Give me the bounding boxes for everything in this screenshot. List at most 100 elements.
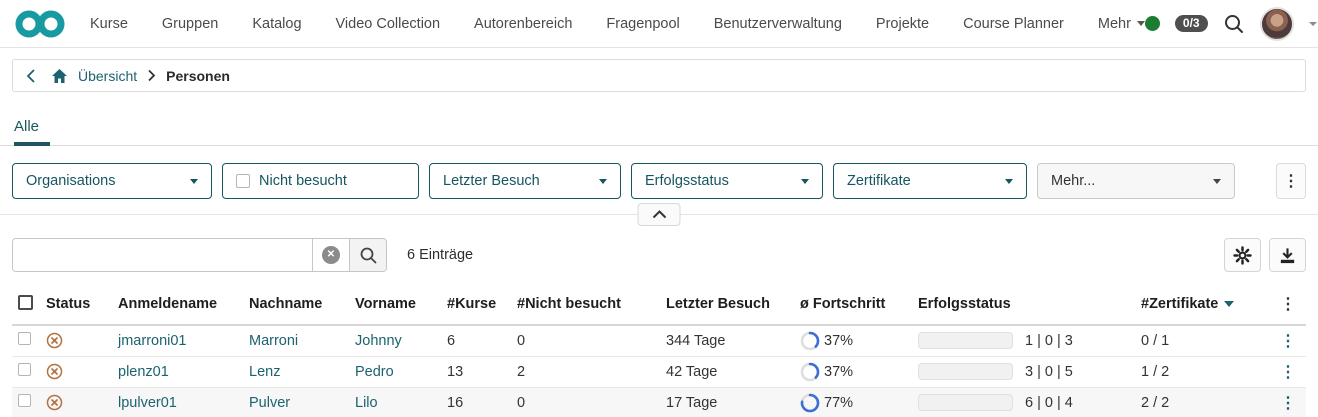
notification-counter-badge[interactable]: 0/3 xyxy=(1174,15,1208,32)
breadcrumb: Übersicht Personen xyxy=(12,59,1306,92)
breadcrumb-separator-icon xyxy=(147,69,156,82)
last-visit: 42 Tage xyxy=(660,356,794,388)
nav-item-video-collection[interactable]: Video Collection xyxy=(335,15,441,32)
progress-ring-icon xyxy=(800,331,820,351)
search-icon[interactable] xyxy=(1223,13,1245,35)
table-row: plenz01 Lenz Pedro 13 2 42 Tage 37% 3 | … xyxy=(12,356,1306,388)
col-header-nicht-besucht[interactable]: #Nicht besucht xyxy=(511,286,660,326)
col-header-vorname[interactable]: Vorname xyxy=(349,286,441,326)
row-actions-kebab-icon[interactable]: ⋮ xyxy=(1280,332,1296,350)
row-actions-kebab-icon[interactable]: ⋮ xyxy=(1280,394,1296,412)
row-checkbox[interactable] xyxy=(18,332,31,346)
username-link[interactable]: plenz01 xyxy=(118,363,169,380)
caret-down-icon xyxy=(599,178,607,184)
status-not-passed-icon xyxy=(46,394,63,410)
firstname-link[interactable]: Lilo xyxy=(355,394,378,411)
username-link[interactable]: lpulver01 xyxy=(118,394,177,411)
table-columns-kebab-icon[interactable]: ⋮ xyxy=(1280,296,1296,313)
nav-item-gruppen[interactable]: Gruppen xyxy=(161,15,219,32)
filter-zertifikate-label: Zertifikate xyxy=(847,173,911,189)
nav-item-fragenpool[interactable]: Fragenpool xyxy=(606,15,680,32)
success-bar xyxy=(918,394,1013,411)
filter-options-kebab-button[interactable]: ⋮ xyxy=(1276,163,1306,199)
chevron-down-icon[interactable] xyxy=(1308,21,1317,26)
filter-nicht-besucht[interactable]: Nicht besucht xyxy=(222,163,419,199)
nav-item-autorenbereich[interactable]: Autorenbereich xyxy=(474,15,573,32)
home-icon[interactable] xyxy=(51,68,68,84)
filter-organisations-label: Organisations xyxy=(26,173,116,189)
firstname-link[interactable]: Pedro xyxy=(355,363,394,380)
filter-letzter-besuch[interactable]: Letzter Besuch xyxy=(429,163,621,199)
user-avatar[interactable] xyxy=(1259,6,1294,41)
col-header-fortschritt[interactable]: ø Fortschritt xyxy=(794,286,912,326)
kebab-icon: ⋮ xyxy=(1283,173,1299,190)
search-button[interactable] xyxy=(349,239,386,271)
col-header-anmeldename[interactable]: Anmeldename xyxy=(112,286,243,326)
row-actions-kebab-icon[interactable]: ⋮ xyxy=(1280,363,1296,381)
filter-zertifikate[interactable]: Zertifikate xyxy=(833,163,1027,199)
lastname-link[interactable]: Pulver xyxy=(249,394,291,411)
certificates-count: 0 / 1 xyxy=(1135,325,1270,357)
table-settings-button[interactable] xyxy=(1224,238,1261,272)
nav-item-course-planner[interactable]: Course Planner xyxy=(963,15,1064,32)
nav-item-kurse[interactable]: Kurse xyxy=(90,15,128,32)
sort-desc-icon xyxy=(1224,301,1235,307)
filter-erfolgsstatus-label: Erfolgsstatus xyxy=(645,173,729,189)
collapse-filters-button[interactable] xyxy=(637,203,681,226)
table-row: lpulver01 Pulver Lilo 16 0 17 Tage 77% 6… xyxy=(12,387,1306,417)
back-chevron-icon[interactable] xyxy=(25,68,37,84)
clear-search-button[interactable]: ✕ xyxy=(312,239,349,271)
col-header-letzter-besuch[interactable]: Letzter Besuch xyxy=(660,286,794,326)
caret-down-icon xyxy=(801,178,809,184)
checkbox[interactable] xyxy=(236,174,250,188)
nav-item-benutzerverwaltung[interactable]: Benutzerverwaltung xyxy=(713,15,842,32)
row-checkbox[interactable] xyxy=(18,363,31,376)
certificates-count: 1 / 2 xyxy=(1135,356,1270,388)
col-header-erfolgsstatus[interactable]: Erfolgsstatus xyxy=(912,286,1135,326)
col-header-nachname[interactable]: Nachname xyxy=(243,286,349,326)
progress-percent: 37% xyxy=(824,363,854,380)
nav-item-katalog[interactable]: Katalog xyxy=(252,15,302,32)
filter-organisations[interactable]: Organisations xyxy=(12,163,212,199)
filter-erfolgsstatus[interactable]: Erfolgsstatus xyxy=(631,163,823,199)
not-visited-count: 0 xyxy=(511,325,660,357)
breadcrumb-current: Personen xyxy=(166,67,230,84)
col-header-kurse[interactable]: #Kurse xyxy=(441,286,511,326)
success-counts: 3 | 0 | 5 xyxy=(1025,363,1073,380)
gear-icon xyxy=(1233,245,1252,265)
last-visit: 17 Tage xyxy=(660,387,794,417)
lastname-link[interactable]: Lenz xyxy=(249,363,281,380)
progress-ring-icon xyxy=(800,393,820,412)
progress-ring-icon xyxy=(800,362,820,381)
caret-down-icon xyxy=(1005,178,1013,184)
export-download-button[interactable] xyxy=(1269,238,1306,272)
nav-mehr-label: Mehr xyxy=(1097,15,1131,32)
username-link[interactable]: jmarroni01 xyxy=(118,332,187,349)
table-header-row: Status Anmeldename Nachname Vorname #Kur… xyxy=(12,286,1306,326)
success-bar xyxy=(918,363,1013,380)
lastname-link[interactable]: Marroni xyxy=(249,332,299,349)
entries-count: 6 Einträge xyxy=(407,247,474,263)
top-navbar: Kurse Gruppen Katalog Video Collection A… xyxy=(0,0,1318,48)
firstname-link[interactable]: Johnny xyxy=(355,332,402,349)
openolat-logo-icon[interactable] xyxy=(14,7,66,41)
nav-item-projekte[interactable]: Projekte xyxy=(875,15,930,32)
filter-nicht-besucht-label: Nicht besucht xyxy=(259,173,347,189)
caret-down-icon xyxy=(190,178,198,184)
online-status-icon xyxy=(1144,16,1160,31)
breadcrumb-root[interactable]: Übersicht xyxy=(78,67,138,84)
col-header-status[interactable]: Status xyxy=(40,286,112,326)
success-counts: 6 | 0 | 4 xyxy=(1025,394,1073,411)
select-all-checkbox[interactable] xyxy=(18,294,33,310)
progress-percent: 77% xyxy=(824,394,854,411)
not-visited-count: 2 xyxy=(511,356,660,388)
search-input[interactable] xyxy=(13,239,312,271)
chevron-up-icon xyxy=(652,210,666,219)
row-checkbox[interactable] xyxy=(18,394,31,407)
filter-collapse-divider xyxy=(0,203,1318,228)
nav-item-mehr[interactable]: Mehr xyxy=(1098,16,1145,32)
filter-mehr[interactable]: Mehr... xyxy=(1037,163,1235,199)
tab-alle[interactable]: Alle xyxy=(14,118,50,146)
tab-bar: Alle xyxy=(0,118,1318,146)
col-header-zertifikate[interactable]: #Zertifikate xyxy=(1135,286,1270,326)
